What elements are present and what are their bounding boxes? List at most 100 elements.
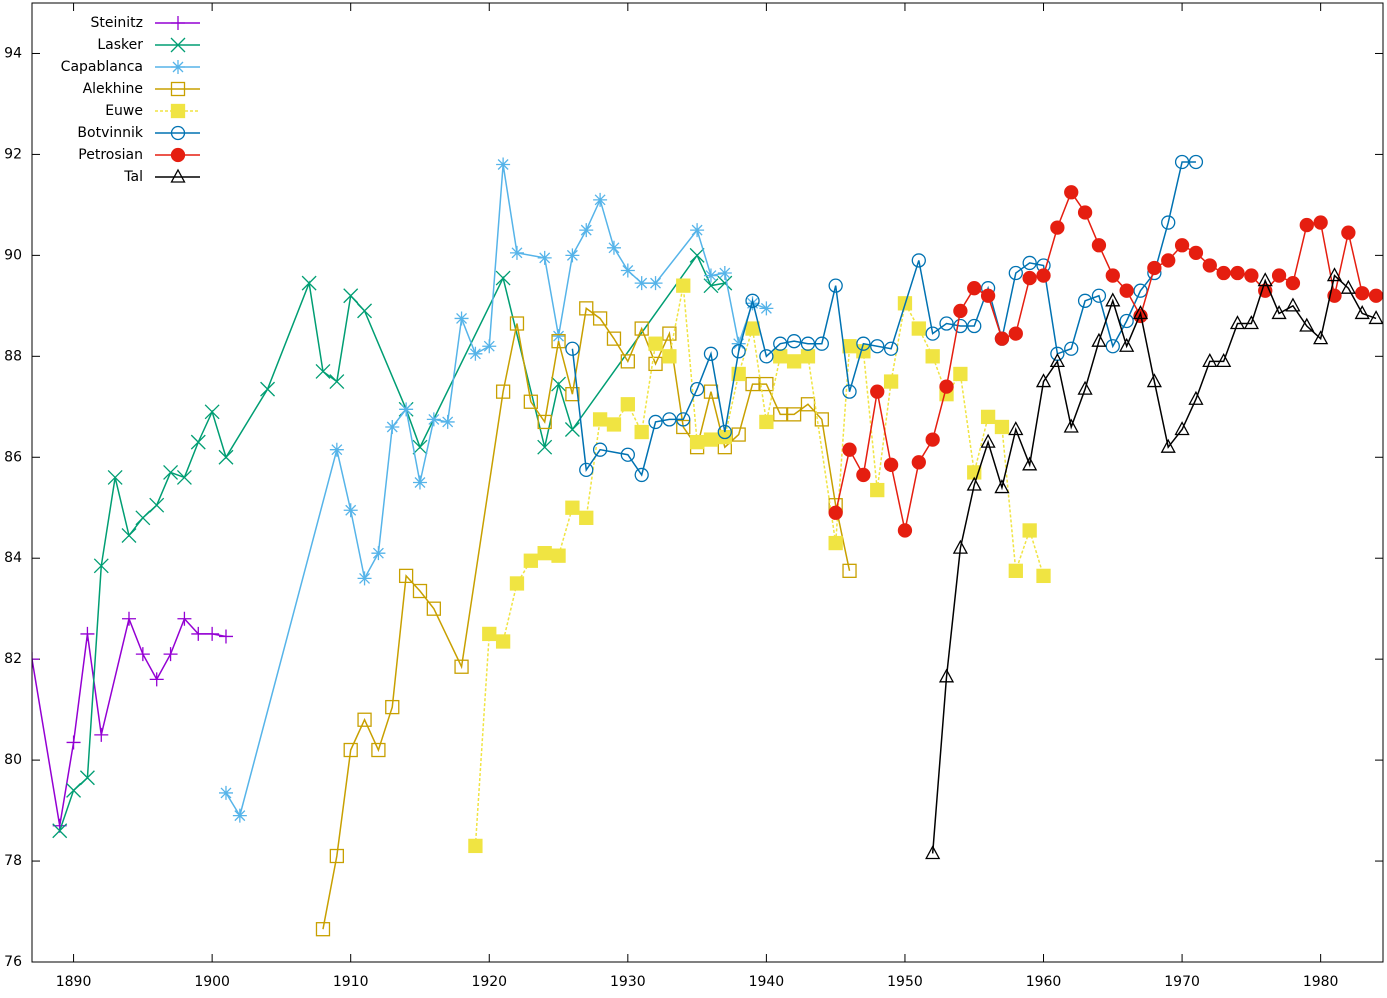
marker [938, 668, 955, 683]
marker [343, 503, 358, 518]
marker [315, 363, 331, 379]
marker [1285, 297, 1301, 312]
x-tick-label: 1970 [1164, 974, 1200, 990]
marker [1160, 438, 1176, 453]
marker [1147, 260, 1162, 276]
marker [842, 384, 857, 399]
marker [385, 699, 400, 715]
plot-border [31, 2, 1384, 963]
marker [1299, 317, 1315, 332]
marker [786, 407, 802, 422]
x-tick-label: 1960 [1026, 974, 1062, 990]
marker [551, 548, 566, 563]
x-tick-label: 1940 [749, 974, 785, 990]
marker [870, 339, 885, 354]
marker [170, 103, 186, 119]
marker [939, 379, 954, 394]
marker [523, 553, 538, 568]
marker [1271, 268, 1287, 283]
marker [634, 276, 649, 291]
marker [1091, 288, 1107, 303]
marker [399, 402, 414, 417]
marker [1022, 255, 1037, 271]
marker [412, 475, 427, 490]
marker [773, 407, 788, 422]
marker [925, 349, 940, 364]
marker [80, 626, 95, 641]
marker [495, 384, 511, 399]
legend-label: Capablanca [61, 59, 143, 75]
marker [454, 659, 469, 674]
marker [170, 81, 186, 97]
marker [1119, 313, 1134, 329]
marker [870, 384, 885, 399]
marker [218, 785, 233, 800]
marker [357, 712, 372, 727]
legend-label: Tal [123, 169, 143, 185]
marker [883, 457, 899, 472]
marker [759, 376, 774, 392]
marker [994, 331, 1010, 346]
marker [939, 316, 954, 331]
marker [426, 601, 441, 616]
marker [745, 321, 760, 336]
marker [1354, 305, 1370, 320]
marker [690, 223, 705, 238]
marker [980, 288, 996, 303]
x-tick-label: 1900 [194, 974, 230, 990]
marker [648, 276, 663, 291]
marker [523, 394, 538, 409]
marker [343, 288, 359, 304]
marker [980, 409, 996, 425]
marker [93, 558, 109, 574]
marker [717, 266, 732, 281]
series-line [225, 164, 767, 818]
marker [357, 571, 372, 586]
marker [911, 321, 926, 336]
marker [773, 336, 788, 351]
marker [163, 647, 178, 662]
marker [1285, 275, 1301, 291]
marker [662, 349, 677, 364]
marker [32, 652, 39, 667]
marker [357, 303, 373, 319]
marker [1105, 268, 1120, 283]
y-tick-label: 84 [4, 550, 22, 566]
marker [171, 16, 185, 30]
legend-label: Lasker [97, 37, 143, 53]
marker [856, 344, 871, 359]
marker [883, 374, 899, 389]
marker [1064, 185, 1079, 200]
marker [967, 318, 982, 334]
marker [994, 419, 1010, 435]
x-tick-label: 1910 [333, 974, 369, 990]
marker [925, 326, 940, 341]
marker [232, 808, 247, 823]
marker [551, 329, 566, 344]
marker [482, 339, 497, 354]
marker [828, 535, 843, 551]
marker [496, 157, 511, 172]
marker [1161, 253, 1176, 268]
marker [1077, 380, 1093, 395]
marker [551, 376, 567, 392]
marker [1216, 265, 1231, 281]
marker [1271, 305, 1287, 320]
marker [662, 326, 677, 341]
marker [953, 303, 968, 319]
marker [495, 270, 511, 286]
marker [606, 240, 621, 255]
marker [482, 626, 497, 642]
marker [731, 427, 746, 442]
marker [925, 432, 940, 447]
marker [592, 442, 608, 457]
marker [170, 168, 186, 183]
marker [648, 356, 663, 372]
marker [1202, 352, 1218, 368]
marker [1368, 288, 1383, 303]
marker [1202, 258, 1217, 273]
marker [509, 245, 524, 260]
marker [454, 311, 469, 326]
marker [1174, 421, 1190, 436]
marker [1008, 421, 1024, 436]
